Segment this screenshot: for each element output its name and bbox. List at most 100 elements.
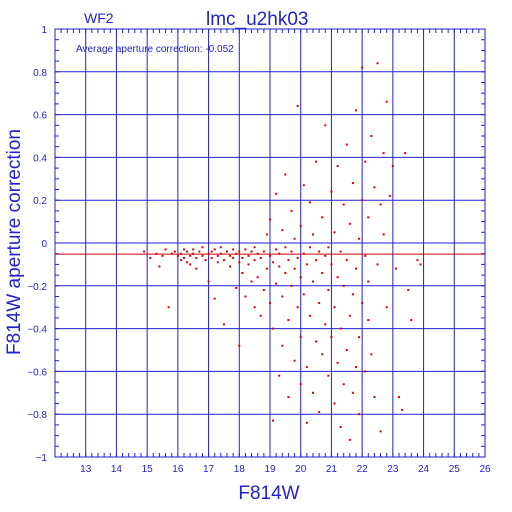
x-tick-label: 21 [326,464,338,475]
data-point [247,254,250,257]
x-tick-label: 16 [172,464,184,475]
x-tick-label: 25 [449,464,461,475]
data-point [385,100,388,103]
data-point [315,259,318,262]
data-point [204,259,207,262]
data-point [284,271,287,274]
data-point [232,248,235,251]
data-point [219,252,222,255]
average-annotation: Average aperture correction: -0.052 [76,44,234,55]
data-point [361,301,364,304]
data-point [192,248,195,251]
data-point [287,259,290,262]
data-point [253,306,256,309]
data-point [293,359,296,362]
data-point [272,261,275,264]
data-point [336,164,339,167]
grid [54,28,486,458]
data-point [195,256,198,259]
data-point [367,280,370,283]
data-point [358,413,361,416]
data-point [226,250,228,253]
data-point [330,336,333,339]
data-point [232,256,235,259]
data-point [275,192,278,195]
data-point [382,233,385,236]
data-point [324,254,327,257]
data-point [407,289,410,292]
data-point [275,248,278,251]
data-point [244,295,247,298]
data-point [189,254,192,257]
x-tick-label: 23 [387,464,399,475]
data-point [324,323,327,326]
data-point [376,62,379,65]
data-point [290,284,293,287]
y-tick-label: 0.6 [33,111,47,122]
data-point [388,194,391,197]
data-point [213,248,216,251]
data-point [149,256,152,259]
data-point [370,135,373,137]
data-point [327,374,330,377]
data-point [327,289,330,292]
data-point [278,265,281,268]
data-point [186,250,189,253]
data-point [339,327,342,330]
data-point [361,199,364,202]
x-axis-label: F814W [238,483,299,504]
data-point [161,254,164,257]
data-point [155,252,158,255]
data-point [158,265,161,268]
data-point [308,201,311,204]
y-tick-label: 0.4 [33,153,47,164]
data-point [351,391,354,394]
data-point [269,254,271,257]
data-point [210,256,213,259]
data-point [348,438,351,441]
data-point [318,250,321,253]
data-point [278,252,281,255]
data-point [361,66,364,69]
data-point [207,280,210,283]
data-point [176,254,179,257]
data-point [339,426,342,429]
data-point [179,259,182,262]
data-point [339,250,342,253]
data-point [351,293,354,296]
x-tick-label: 20 [295,464,307,475]
y-tick-label: −0.6 [27,367,47,378]
y-axis-label: F814W aperture correction [4,129,25,355]
data-point [259,256,262,259]
data-point [253,246,256,249]
data-point [315,160,318,163]
data-point [238,344,241,347]
data-point [302,184,305,187]
data-point [269,218,271,221]
data-point [367,319,370,322]
y-tick-label: −0.4 [27,325,47,336]
data-point [170,252,173,255]
data-point [179,252,182,255]
data-point [183,248,185,251]
data-point [318,411,321,414]
data-point [287,319,290,322]
data-point [312,233,314,236]
y-tick-label: −0.8 [27,410,47,421]
data-point [315,340,318,343]
y-tick-label: 0 [41,239,47,250]
data-point [336,276,339,279]
data-point [321,353,324,356]
data-point [219,246,222,249]
data-point [342,203,345,206]
data-point [305,366,308,369]
x-tick-label: 14 [111,464,123,475]
data-point [358,237,361,240]
data-point [358,336,361,339]
data-point [333,402,336,405]
plot-frame [54,28,486,458]
data-point [296,306,299,309]
data-point [164,248,167,251]
x-tick-label: 13 [80,464,92,475]
